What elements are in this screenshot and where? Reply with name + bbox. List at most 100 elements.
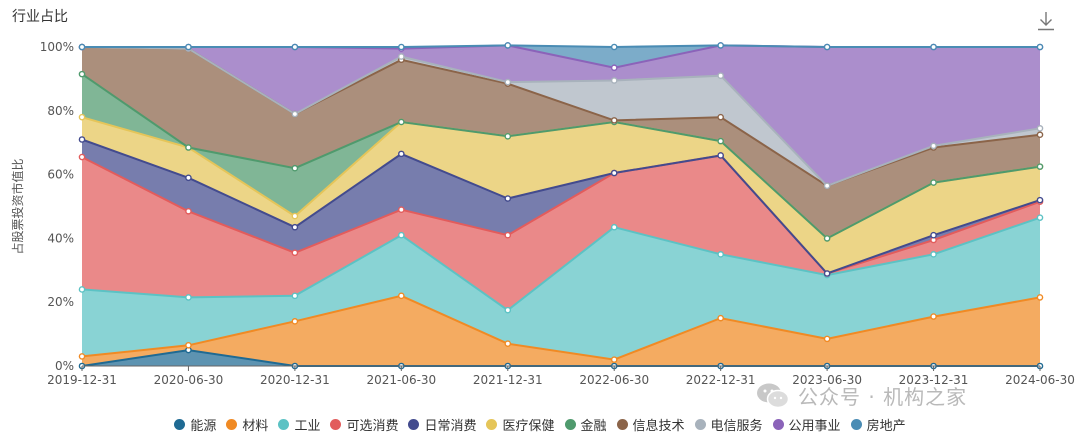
point-4-3 <box>398 150 405 158</box>
legend-marker <box>694 419 706 430</box>
legend-item-0[interactable]: 能源 <box>174 415 216 434</box>
chart-title: 行业占比 <box>12 9 68 25</box>
point-2-6 <box>717 251 724 258</box>
point-6-4 <box>504 133 512 140</box>
legend-label: 金融 <box>580 419 607 434</box>
area-7 <box>82 47 1040 239</box>
point-8-2 <box>291 110 299 118</box>
y-tick-label-1: 20% <box>47 295 74 309</box>
point-6-7 <box>823 235 831 242</box>
point-3-1 <box>185 207 192 215</box>
legend-item-6[interactable]: 金融 <box>564 415 607 434</box>
legend-item-10[interactable]: 房地产 <box>850 415 906 434</box>
point-3-4 <box>504 231 512 239</box>
point-4-9 <box>1036 196 1044 204</box>
point-1-9 <box>1036 294 1044 301</box>
point-5-2 <box>291 212 299 220</box>
y-tick-label-3: 60% <box>47 168 74 182</box>
point-4-1 <box>185 174 192 182</box>
legend-marker <box>616 419 628 430</box>
area-3 <box>82 155 1040 311</box>
point-10-6 <box>717 42 724 49</box>
point-7-5 <box>610 117 618 124</box>
legend-item-4[interactable]: 日常消费 <box>408 415 476 434</box>
area-4 <box>82 139 1040 274</box>
point-1-3 <box>398 292 405 300</box>
x-tick-label-0: 2019-12-31 <box>47 373 117 387</box>
point-3-2 <box>291 249 299 257</box>
watermark-text: 公众号 · 机构之家 <box>798 385 968 409</box>
x-tick-label-6: 2022-12-31 <box>686 373 756 387</box>
legend-label: 房地产 <box>866 419 906 434</box>
legend-label: 日常消费 <box>424 419 477 434</box>
point-1-7 <box>823 335 831 343</box>
legend-marker <box>278 419 290 430</box>
point-1-6 <box>717 314 724 322</box>
point-10-5 <box>610 43 618 51</box>
download-icon[interactable] <box>1036 10 1056 32</box>
point-6-0 <box>78 70 86 78</box>
point-1-0 <box>78 353 86 360</box>
legend-item-7[interactable]: 信息技术 <box>616 415 685 434</box>
legend-item-8[interactable]: 电信服务 <box>694 415 763 434</box>
line-8 <box>81 46 1041 187</box>
legend-label: 可选消费 <box>346 419 399 434</box>
legend-label: 电信服务 <box>710 419 763 434</box>
wechat-icon <box>757 383 790 408</box>
area-1 <box>82 295 1040 366</box>
point-2-8 <box>930 251 937 258</box>
area-9 <box>82 45 1040 186</box>
legend-marker <box>226 419 238 430</box>
point-8-9 <box>1036 125 1044 132</box>
y-tick-label-4: 80% <box>47 104 74 118</box>
point-7-6 <box>717 113 724 121</box>
legend-item-5[interactable]: 医疗保健 <box>486 415 555 434</box>
point-1-5 <box>610 356 618 363</box>
point-7-9 <box>1036 131 1044 139</box>
area-2 <box>82 217 1040 360</box>
x-tick-label-5: 2022-06-30 <box>579 373 649 387</box>
point-8-3 <box>398 53 405 60</box>
point-8-6 <box>717 72 724 80</box>
line-1 <box>81 294 1041 361</box>
line-2 <box>81 216 1041 312</box>
legend-item-3[interactable]: 可选消费 <box>330 415 398 434</box>
legend-marker <box>772 419 784 430</box>
point-6-9 <box>1036 163 1044 170</box>
point-1-8 <box>930 313 937 320</box>
area-5 <box>82 117 1040 274</box>
y-axis-label: 占股票投资市值比 <box>10 158 25 254</box>
point-10-7 <box>823 43 831 51</box>
point-8-4 <box>504 78 512 86</box>
legend-item-2[interactable]: 工业 <box>278 415 320 434</box>
point-10-9 <box>1036 43 1044 51</box>
legend-item-9[interactable]: 公用事业 <box>772 415 841 434</box>
legend-marker <box>486 419 498 430</box>
point-9-5 <box>610 64 618 72</box>
point-1-1 <box>185 341 192 349</box>
x-tick-label-3: 2021-06-30 <box>366 373 436 387</box>
point-4-0 <box>78 136 86 143</box>
point-8-7 <box>823 182 831 190</box>
point-5-0 <box>78 113 86 121</box>
point-6-1 <box>185 144 192 151</box>
legend-label: 医疗保健 <box>502 419 555 434</box>
point-8-8 <box>930 142 937 150</box>
x-tick-label-1: 2020-06-30 <box>154 373 224 387</box>
x-tick-label-7: 2023-06-30 <box>792 373 862 387</box>
point-1-4 <box>504 340 512 347</box>
watermark: 公众号 · 机构之家 <box>756 381 967 410</box>
point-2-9 <box>1036 214 1044 221</box>
point-4-7 <box>823 270 831 277</box>
point-10-2 <box>291 43 299 51</box>
point-8-5 <box>610 77 618 84</box>
point-3-0 <box>78 153 86 161</box>
point-10-1 <box>185 43 192 51</box>
y-tick-label-5: 100% <box>40 40 74 54</box>
point-6-6 <box>717 137 724 145</box>
line-10 <box>82 44 1040 49</box>
legend-item-1[interactable]: 材料 <box>226 415 268 434</box>
point-10-0 <box>78 43 86 51</box>
legend-marker <box>330 419 342 430</box>
